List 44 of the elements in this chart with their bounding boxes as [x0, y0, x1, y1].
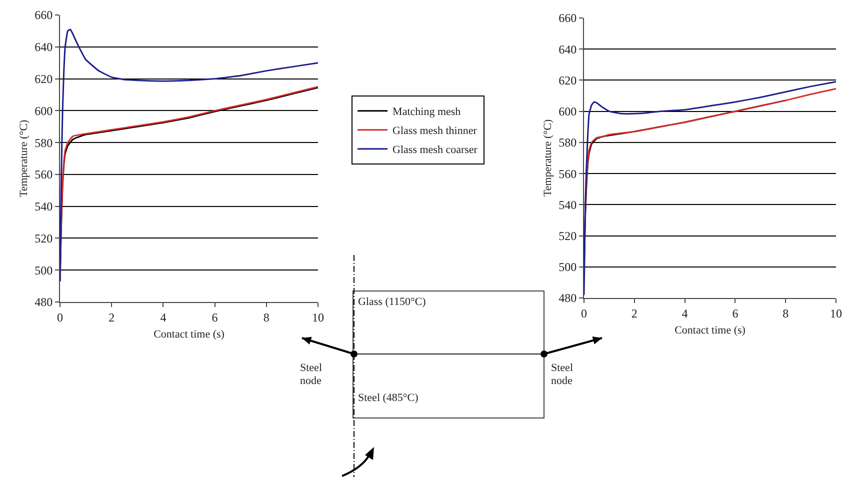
- y-tick-label: 520: [34, 231, 53, 246]
- y-tick-label: 660: [558, 11, 577, 26]
- y-tick-label: 480: [558, 291, 577, 306]
- x-tick-label: 6: [732, 306, 738, 320]
- y-tick-label: 660: [34, 8, 53, 22]
- y-tick-label: 580: [558, 136, 577, 150]
- x-tick-label: 6: [212, 310, 218, 324]
- x-tick-label: 4: [160, 310, 166, 324]
- x-axis-title: Contact time (s): [674, 324, 746, 337]
- y-axis-title: Temperature (°C): [18, 120, 30, 198]
- y-tick-label: 560: [558, 166, 577, 181]
- line-series: [60, 28, 318, 282]
- legend-label: Glass mesh thinner: [392, 125, 478, 138]
- y-tick-label: 620: [558, 73, 577, 88]
- x-tick-label: 8: [782, 306, 789, 320]
- y-tick-label: 620: [34, 72, 53, 86]
- x-axis-title: Contact time (s): [154, 328, 225, 341]
- x-tick-label: 2: [108, 310, 115, 324]
- y-tick-label: 540: [34, 200, 53, 214]
- y-tick-label: 600: [34, 104, 53, 118]
- y-tick-label: 640: [558, 42, 577, 56]
- legend-label: Matching mesh: [392, 106, 462, 118]
- y-tick-label: 580: [34, 136, 53, 150]
- y-tick-label: 520: [558, 228, 577, 243]
- x-tick-label: 0: [581, 306, 587, 320]
- text: Steel node: [551, 362, 574, 388]
- text: Glass (1150°C): [358, 296, 426, 309]
- x-tick-label: 10: [312, 310, 324, 324]
- x-tick-label: 0: [57, 310, 63, 324]
- text: Steel node: [300, 362, 323, 388]
- y-tick-label: 480: [34, 295, 53, 310]
- y-tick-label: 560: [34, 168, 53, 182]
- x-tick-label: 10: [830, 306, 842, 320]
- x-tick-label: 4: [682, 306, 688, 320]
- y-tick-label: 640: [34, 40, 53, 54]
- y-axis-title: Temperature (°C): [542, 119, 554, 197]
- y-tick-label: 500: [34, 263, 53, 278]
- y-tick-label: 500: [558, 260, 577, 274]
- y-tick-label: 540: [558, 198, 577, 212]
- y-tick-label: 600: [558, 104, 577, 119]
- x-tick-label: 2: [631, 306, 638, 320]
- x-tick-label: 8: [263, 310, 270, 324]
- text: Steel (485°C): [358, 392, 418, 405]
- legend-label: Glass mesh coarser: [392, 144, 478, 156]
